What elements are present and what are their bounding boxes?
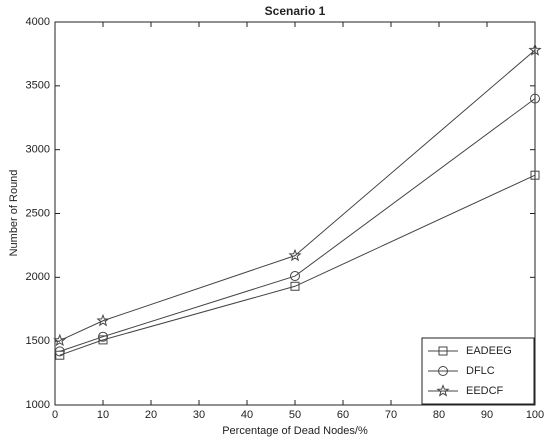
marker [53,333,67,347]
x-tick-label: 0 [52,409,58,421]
x-tick-label: 70 [385,409,397,421]
legend-label: DFLC [466,365,495,377]
legend-marker [438,346,448,356]
series-line [59,174,536,356]
legend-marker [436,384,450,397]
y-tick-label: 1500 [26,335,50,347]
x-tick-label: 60 [337,409,349,421]
series-line [59,98,536,352]
x-tick-label: 90 [481,409,493,421]
x-tick-label: 20 [145,409,157,421]
y-tick-label: 2000 [26,271,50,283]
marker [288,248,302,262]
legend-marker [438,366,448,376]
legend-label: EEDCF [466,385,504,397]
series-line [59,49,536,341]
marker [530,93,540,104]
marker [98,335,108,345]
marker [98,331,108,342]
y-tick-label: 4000 [26,16,50,28]
y-tick-label: 3000 [26,144,50,156]
y-tick-label: 2500 [26,207,50,219]
x-tick-label: 50 [289,409,301,421]
y-axis-label: Number of Round [8,170,20,257]
chart-title: Scenario 1 [265,4,326,18]
x-tick-label: 30 [193,409,205,421]
marker [54,346,65,357]
marker [290,281,300,291]
x-tick-label: 40 [241,409,253,421]
x-tick-label: 100 [526,409,544,421]
x-axis-label: Percentage of Dead Nodes/% [222,425,368,437]
marker [96,313,110,327]
marker [528,43,542,56]
x-tick-label: 80 [433,409,445,421]
x-tick-label: 10 [97,409,109,421]
marker [530,170,540,180]
y-tick-label: 1000 [26,399,50,411]
legend-label: EADEEG [466,345,512,357]
y-tick-label: 3500 [26,80,50,92]
marker [290,271,300,282]
